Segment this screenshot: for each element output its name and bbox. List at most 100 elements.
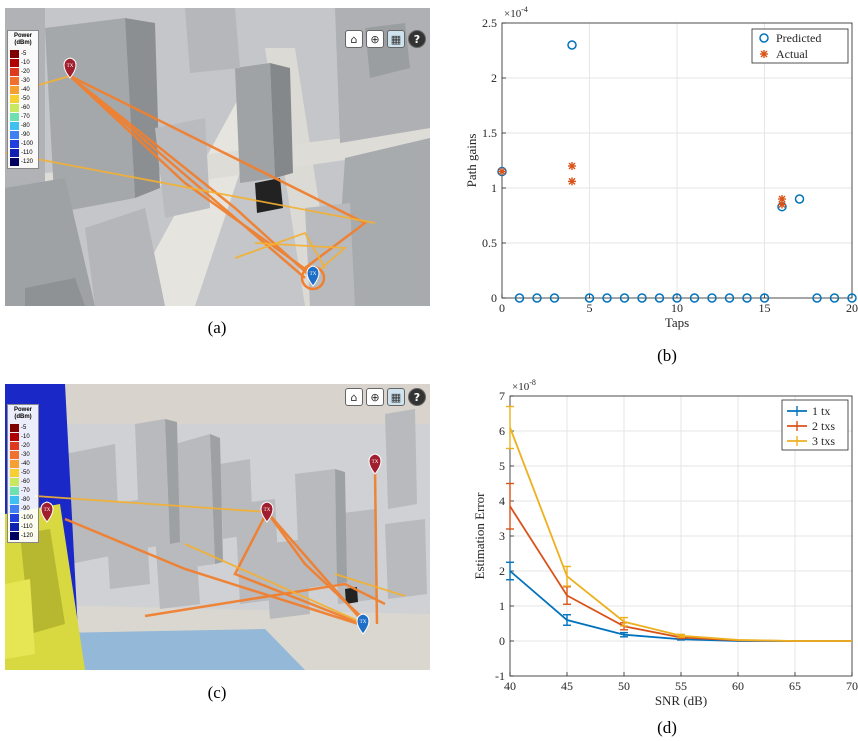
legend-level-row: -30: [10, 76, 36, 85]
home-icon[interactable]: ⌂: [345, 388, 363, 406]
asterisk-stroke: [760, 50, 768, 58]
x-axis-label: Taps: [665, 315, 689, 330]
legend-swatch: [10, 85, 19, 94]
legend-swatch: [10, 459, 19, 468]
predicted-point: [672, 293, 682, 303]
help-icon[interactable]: ?: [408, 388, 426, 406]
x-tick-label: 40: [504, 679, 516, 693]
legend-title-line1: Power: [13, 33, 32, 39]
legend-swatch: [10, 432, 19, 441]
globe-icon[interactable]: ⊕: [366, 388, 384, 406]
error-bar: [563, 586, 571, 605]
power-legend-c: Power (dBm) -5 -10 -20 -30 -40 -50 -60 -70 -80 -9…: [7, 404, 39, 543]
legend-swatch: [10, 441, 19, 450]
actual-point: [778, 200, 786, 209]
x-tick-label: 45: [561, 679, 573, 693]
legend-level-row: -20: [10, 67, 36, 76]
predicted-point: [742, 293, 752, 303]
y-axis-label: Estimation Error: [472, 492, 487, 580]
legend-level-row: -100: [10, 139, 36, 148]
y-tick-label: 1.5: [482, 126, 497, 140]
x-tick-label: 50: [618, 679, 630, 693]
legend-level-row: -70: [10, 112, 36, 121]
legend-swatch: [10, 148, 19, 157]
legend-level-row: -110: [10, 522, 36, 531]
legend-level-row: -50: [10, 94, 36, 103]
x-axis-label: SNR (dB): [655, 693, 707, 708]
rx-site-label: TX: [310, 272, 317, 277]
x-tick-label: 20: [846, 301, 858, 315]
legend-level-label: -40: [21, 86, 30, 93]
y-tick-label: 4: [499, 494, 505, 508]
legend-swatch: [10, 157, 19, 166]
error-bar: [563, 614, 571, 626]
legend-level-label: -100: [21, 140, 34, 147]
transmitter-marker-c2: TX: [368, 453, 382, 475]
home-icon[interactable]: ⌂: [345, 30, 363, 48]
caption-d: (d): [657, 718, 677, 737]
asterisk-stroke: [568, 177, 576, 185]
chart-estimation-error: 40 45 50 55 60 65 70 -1 0 1 2 3 4 5 6 7 SNR (dB) Estimati…: [460, 352, 858, 714]
legend-swatch: [10, 58, 19, 67]
predicted-point: [829, 293, 840, 303]
legend-level-row: -30: [10, 450, 36, 459]
legend-swatch: [10, 49, 19, 58]
legend-level-row: -90: [10, 130, 36, 139]
error-bar: [506, 482, 514, 530]
legend-level-label: -5: [21, 424, 27, 431]
path-gains-svg: 0 5 10 15 20 0 0.5 1 1.5 2 2.5 Taps Path gains ×10-4 P…: [464, 5, 858, 330]
y-tick-label: 1: [491, 181, 497, 195]
city-scene-a: TX TX: [5, 8, 430, 306]
imagery-icon[interactable]: ▦: [387, 388, 405, 406]
imagery-icon[interactable]: ▦: [387, 30, 405, 48]
legend-b: Predicted Actual: [751, 28, 849, 64]
y-tick-label: 1: [499, 599, 505, 613]
y-tick-label: 0.5: [482, 236, 497, 250]
legend-level-label: -70: [21, 113, 30, 120]
help-icon[interactable]: ?: [408, 30, 426, 48]
receiver-marker-a: TX: [306, 265, 320, 287]
legend-swatch: [10, 495, 19, 504]
caption-b: (b): [657, 346, 677, 365]
legend-swatch: [10, 486, 19, 495]
legend-level-row: -120: [10, 531, 36, 540]
predicted-point: [584, 293, 595, 303]
chart-path-gains: 0 5 10 15 20 0 0.5 1 1.5 2 2.5 Taps Path gains ×10-4 P…: [460, 5, 858, 340]
legend-level-row: -20: [10, 441, 36, 450]
legend-swatch: [10, 67, 19, 76]
actual-point: [568, 177, 576, 186]
globe-icon[interactable]: ⊕: [366, 30, 384, 48]
y-tick-label: 3: [499, 529, 505, 543]
legend-level-row: -60: [10, 103, 36, 112]
receiver-marker-c: TX: [356, 613, 370, 635]
predicted-point: [602, 293, 612, 303]
legend-level-label: -60: [21, 104, 30, 111]
legend-level-label: -80: [21, 496, 30, 503]
legend-swatch: [10, 468, 19, 477]
x-tick-label: 70: [846, 679, 858, 693]
predicted-point: [514, 293, 525, 303]
y-tick-label: 2.5: [482, 16, 497, 30]
legend-swatch: [10, 522, 19, 531]
legend-rows-a: -5 -10 -20 -30 -40 -50 -60 -70 -80 -90 -100 -110 -12…: [10, 49, 36, 166]
legend-predicted-marker: [759, 33, 769, 43]
map-toolbar-a: ⌂ ⊕ ▦ ?: [345, 30, 426, 48]
y-exponent-power: -8: [529, 378, 536, 387]
legend-series-label: 2 txs: [812, 419, 835, 433]
legend-level-label: -30: [21, 77, 30, 84]
map-view-c[interactable]: TX TX TX TX Power (dBm) -5 -10 -20 -30 -40 -5…: [5, 384, 430, 670]
legend-title-line2: (dBm): [14, 40, 32, 46]
transmitter-marker-c3: TX: [40, 501, 54, 523]
legend-level-label: -10: [21, 59, 30, 66]
x-tick-label: 10: [671, 301, 683, 315]
legend-title-line1-c: Power: [13, 407, 32, 413]
legend-level-row: -100: [10, 513, 36, 522]
map-view-a[interactable]: TX TX Power (dBm) -5 -10 -20 -30 -40 -50 -60 -7…: [5, 8, 430, 306]
legend-level-label: -90: [21, 505, 30, 512]
legend-swatch: [10, 103, 19, 112]
predicted-point: [812, 293, 822, 303]
actual-point: [568, 162, 576, 170]
x-tick-label: 55: [675, 679, 687, 693]
legend-level-label: -120: [21, 158, 34, 165]
